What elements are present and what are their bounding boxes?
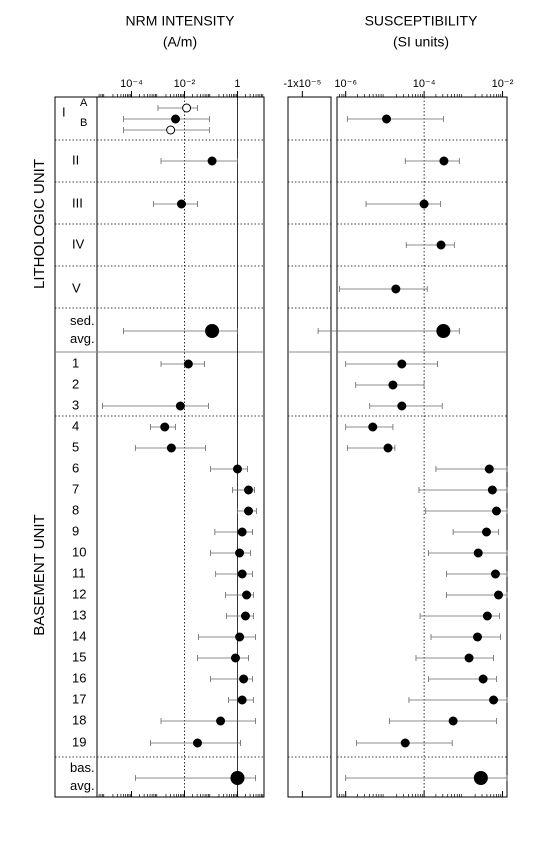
row-label: 14	[72, 628, 86, 643]
data-point	[391, 284, 401, 294]
data-point	[448, 716, 458, 726]
row-label: 6	[72, 460, 79, 475]
x-tick-label: 10⁻⁶	[334, 78, 357, 90]
data-point	[205, 324, 220, 338]
panel-subtitle: (A/m)	[163, 34, 197, 50]
data-point	[473, 632, 483, 642]
row-label: 13	[72, 607, 86, 622]
row-label: sed. avg.	[70, 313, 98, 346]
data-point	[216, 716, 226, 726]
row-label: 12	[72, 586, 86, 601]
data-point	[166, 443, 176, 453]
data-point	[176, 199, 186, 209]
data-point	[243, 485, 253, 495]
data-point	[232, 464, 242, 474]
data-point	[237, 527, 247, 537]
row-label: 9	[72, 523, 79, 538]
data-point	[439, 156, 449, 166]
data-point	[481, 527, 491, 537]
x-tick-label: 10⁻²	[174, 78, 196, 90]
data-point	[243, 506, 253, 516]
data-point	[235, 548, 245, 558]
panel-title: SUSCEPTIBILITY	[365, 13, 478, 29]
data-point	[484, 464, 494, 474]
data-point	[240, 611, 250, 621]
data-point	[489, 695, 499, 705]
data-point	[383, 443, 393, 453]
row-label: B	[80, 117, 87, 129]
data-point	[207, 156, 217, 166]
data-point	[388, 380, 398, 390]
data-point	[235, 632, 245, 642]
row-label: V	[72, 280, 81, 295]
data-point	[494, 590, 504, 600]
negative-frame	[287, 96, 332, 798]
data-point	[397, 359, 407, 369]
data-point	[230, 653, 240, 663]
data-point	[368, 422, 378, 432]
row-label: 11	[72, 565, 86, 580]
panel-subtitle: (SI units)	[393, 34, 449, 50]
data-point	[436, 240, 446, 250]
data-point	[230, 771, 245, 785]
row-label: 19	[72, 734, 86, 749]
x-tick-label: 10⁻⁴	[120, 78, 143, 90]
x-tick-label: -1x10⁻⁵	[283, 78, 321, 90]
panel-title: NRM INTENSITY	[126, 13, 236, 29]
row-label: 16	[72, 670, 86, 685]
data-point	[397, 401, 407, 411]
nrm-frame	[54, 96, 265, 798]
data-point	[482, 611, 492, 621]
data-point	[436, 324, 451, 338]
x-tick-label: 10⁻²	[492, 78, 514, 90]
x-tick-label: 1	[234, 78, 240, 90]
row-label: 2	[72, 376, 79, 391]
data-point	[160, 422, 170, 432]
data-point	[464, 653, 474, 663]
row-label: 10	[72, 544, 86, 559]
row-label: 8	[72, 502, 79, 517]
data-point	[473, 771, 488, 785]
data-point	[382, 114, 392, 124]
row-label: 15	[72, 649, 86, 664]
group-label: LITHOLOGIC UNIT	[31, 159, 48, 289]
data-point	[490, 569, 500, 579]
row-label: IV	[72, 236, 85, 251]
data-point	[193, 738, 203, 748]
row-label: 18	[72, 712, 86, 727]
row-label: III	[72, 195, 83, 210]
row-label: 4	[72, 418, 79, 433]
row-label: 17	[72, 691, 86, 706]
row-label: I	[62, 104, 66, 119]
data-point	[473, 548, 483, 558]
data-point	[237, 695, 247, 705]
row-label: 1	[72, 355, 79, 370]
data-point	[171, 114, 181, 124]
data-point	[487, 485, 497, 495]
data-point	[237, 569, 247, 579]
row-label: bas. avg.	[70, 760, 98, 793]
data-point	[182, 103, 192, 113]
data-point	[400, 738, 410, 748]
data-point	[166, 125, 176, 135]
row-label: A	[80, 97, 88, 109]
data-point	[239, 674, 249, 684]
row-label: 5	[72, 439, 79, 454]
data-point	[478, 674, 488, 684]
data-point	[242, 590, 252, 600]
data-point	[419, 199, 429, 209]
row-label: II	[72, 152, 79, 167]
group-label: BASEMENT UNIT	[31, 514, 48, 635]
data-point	[175, 401, 185, 411]
x-tick-label: 10⁻⁴	[413, 78, 436, 90]
data-point	[491, 506, 501, 516]
row-label: 7	[72, 481, 79, 496]
data-point	[183, 359, 193, 369]
row-label: 3	[72, 397, 79, 412]
